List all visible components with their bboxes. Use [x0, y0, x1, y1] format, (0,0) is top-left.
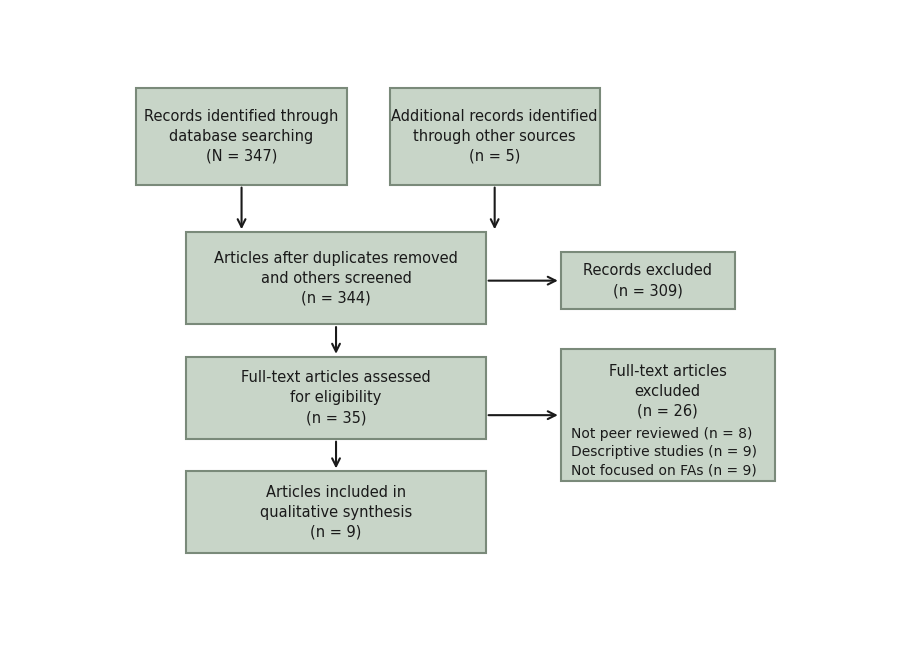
FancyBboxPatch shape — [560, 349, 774, 481]
FancyBboxPatch shape — [136, 87, 346, 185]
Text: Records excluded
(n = 309): Records excluded (n = 309) — [583, 263, 711, 298]
Text: Articles included in
qualitative synthesis
(n = 9): Articles included in qualitative synthes… — [260, 485, 412, 540]
FancyBboxPatch shape — [186, 356, 485, 439]
Text: Articles after duplicates removed
and others screened
(n = 344): Articles after duplicates removed and ot… — [214, 251, 458, 305]
Text: Records identified through
database searching
(N = 347): Records identified through database sear… — [144, 109, 338, 164]
Text: Not peer reviewed (n = 8)
Descriptive studies (n = 9)
Not focused on FAs (n = 9): Not peer reviewed (n = 8) Descriptive st… — [571, 427, 756, 477]
FancyBboxPatch shape — [186, 232, 485, 324]
Text: Additional records identified
through other sources
(n = 5): Additional records identified through ot… — [391, 109, 597, 164]
Text: Full-text articles assessed
for eligibility
(n = 35): Full-text articles assessed for eligibil… — [241, 371, 430, 425]
FancyBboxPatch shape — [186, 471, 485, 553]
FancyBboxPatch shape — [560, 252, 734, 309]
FancyBboxPatch shape — [389, 87, 599, 185]
Text: Full-text articles
excluded
(n = 26): Full-text articles excluded (n = 26) — [608, 364, 726, 419]
